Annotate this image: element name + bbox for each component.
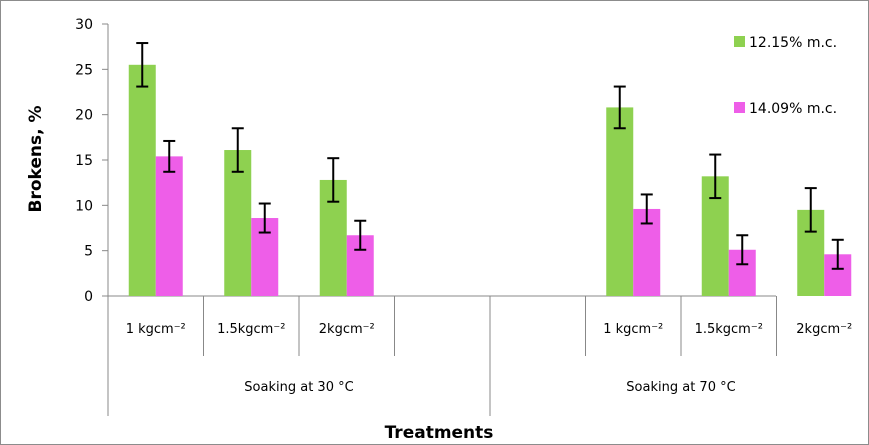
legend-swatch bbox=[734, 36, 745, 47]
legend-label: 14.09% m.c. bbox=[749, 101, 837, 117]
bar bbox=[155, 156, 183, 296]
legend-swatch bbox=[734, 102, 745, 113]
category-label: 2kgcm⁻² bbox=[796, 322, 852, 337]
category-label: 1 kgcm⁻² bbox=[603, 322, 663, 337]
group-label: Soaking at 30 °C bbox=[244, 380, 353, 395]
x-axis-title: Treatments bbox=[385, 423, 494, 443]
y-tick-label: 25 bbox=[75, 62, 93, 78]
y-tick-label: 10 bbox=[75, 198, 93, 214]
y-tick-label: 20 bbox=[75, 108, 93, 124]
y-tick-label: 0 bbox=[84, 289, 93, 305]
bar bbox=[224, 150, 252, 296]
y-tick-label: 30 bbox=[75, 17, 93, 33]
bar bbox=[128, 64, 156, 296]
legend-label: 12.15% m.c. bbox=[749, 35, 837, 51]
group-label: Soaking at 70 °C bbox=[626, 380, 735, 395]
category-label: 2kgcm⁻² bbox=[319, 322, 375, 337]
y-tick-label: 15 bbox=[75, 153, 93, 169]
category-label: 1.5kgcm⁻² bbox=[695, 322, 763, 337]
bar bbox=[606, 107, 634, 296]
y-axis-title: Brokens, % bbox=[26, 105, 46, 212]
category-label: 1.5kgcm⁻² bbox=[217, 322, 285, 337]
category-label: 1 kgcm⁻² bbox=[126, 322, 186, 337]
y-tick-label: 5 bbox=[84, 244, 93, 260]
